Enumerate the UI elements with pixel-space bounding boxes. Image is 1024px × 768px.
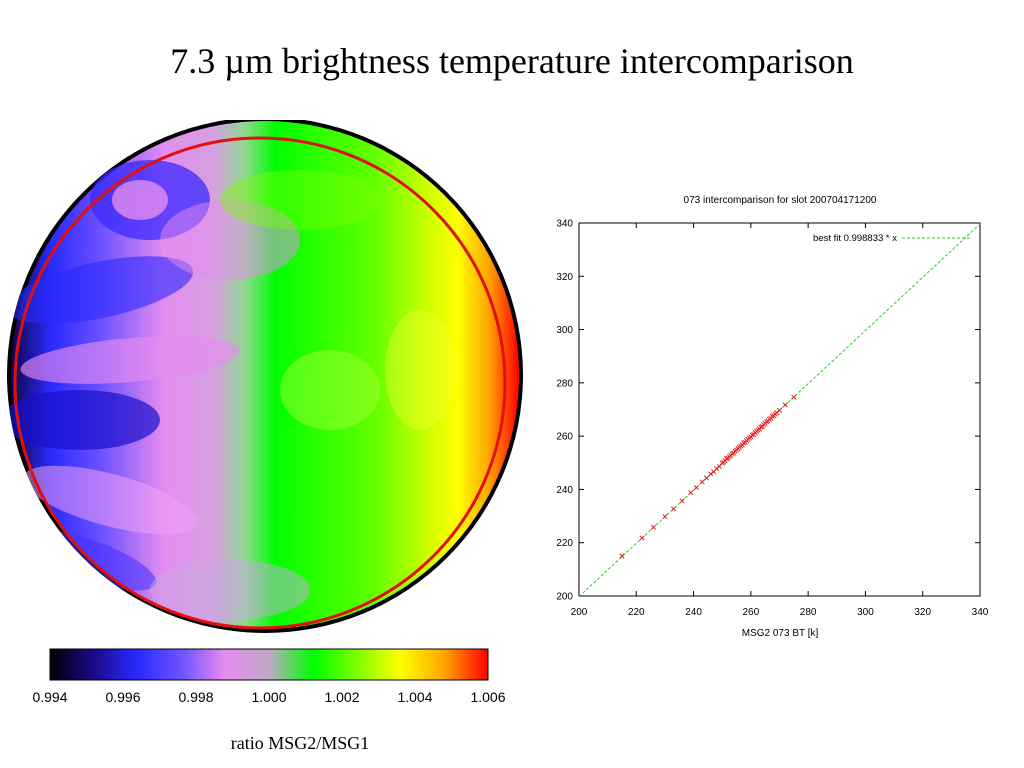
colorbar-tick-label: 1.000 (251, 689, 286, 705)
x-tick-label: 280 (800, 607, 817, 618)
data-point (791, 394, 797, 400)
data-point (693, 485, 699, 491)
colorbar-tick-label: 1.004 (397, 689, 432, 705)
y-tick-label: 220 (556, 538, 573, 549)
data-point (639, 535, 645, 541)
colorbar-tick-label: 0.994 (32, 689, 67, 705)
x-tick-label: 200 (571, 607, 588, 618)
colorbar-strip (49, 648, 489, 681)
data-point (708, 471, 714, 477)
colorbar-caption: ratio MSG2/MSG1 (230, 733, 370, 753)
speckle-1 (280, 350, 380, 430)
scatter-title: 073 intercomparison for slot 20070417120… (684, 195, 877, 206)
x-axis-label: MSG2 073 BT [k] (742, 628, 819, 639)
data-point (619, 553, 625, 559)
colorbar-tick-label: 1.002 (324, 689, 359, 705)
data-point (782, 402, 788, 408)
slide-title: 7.3 µm brightness temperature intercompa… (170, 41, 854, 81)
speckle-3 (220, 170, 380, 230)
x-tick-label: 300 (857, 607, 874, 618)
y-tick-label: 320 (556, 272, 573, 283)
data-point (776, 407, 783, 413)
x-tick-label: 260 (743, 607, 760, 618)
band-1 (7, 256, 194, 324)
colorbar-tick-label: 1.006 (470, 689, 505, 705)
data-point (670, 506, 677, 512)
y-tick-label: 200 (556, 592, 573, 603)
x-tick-label: 220 (628, 607, 645, 618)
data-point (650, 524, 657, 530)
colorbar-ticks: 0.994 0.996 0.998 1.000 1.002 1.004 1.006 (32, 689, 505, 705)
x-tick-label: 340 (972, 607, 989, 618)
band-6 (160, 200, 300, 280)
scatter-points (619, 394, 797, 559)
ratio-map-globe (7, 120, 523, 633)
swirl-north-core (112, 180, 168, 220)
best-fit-line (578, 223, 981, 597)
x-tick-label: 240 (685, 607, 702, 618)
y-tick-label: 280 (556, 378, 573, 389)
scatter-chart: 073 intercomparison for slot 20070417120… (556, 195, 988, 639)
data-point (699, 479, 705, 485)
y-tick-label: 260 (556, 432, 573, 443)
data-point (703, 475, 710, 481)
y-tick-label: 240 (556, 485, 573, 496)
data-point (713, 466, 720, 472)
band-2 (20, 336, 240, 384)
colorbar-tick-label: 0.996 (105, 689, 140, 705)
speckle-2 (385, 310, 455, 430)
data-point (723, 455, 730, 462)
colorbar: 0.994 0.996 0.998 1.000 1.002 1.004 1.006 (32, 648, 506, 705)
data-point (679, 498, 685, 504)
data-point (688, 490, 694, 496)
band-7 (150, 560, 310, 620)
colorbar-tick-label: 0.998 (178, 689, 213, 705)
legend-label: best fit 0.998833 * x (813, 233, 897, 244)
overlay-circle (13, 136, 507, 630)
y-tick-label: 300 (556, 325, 573, 336)
x-tick-label: 320 (914, 607, 931, 618)
band-3 (7, 390, 160, 450)
axis-ticks: 200 220 240 260 280 300 320 340 200 220 240 260 280 3… (556, 219, 988, 619)
plot-frame (578, 222, 981, 597)
data-point (662, 514, 668, 520)
band-4 (22, 465, 198, 535)
y-tick-label: 340 (556, 219, 573, 230)
